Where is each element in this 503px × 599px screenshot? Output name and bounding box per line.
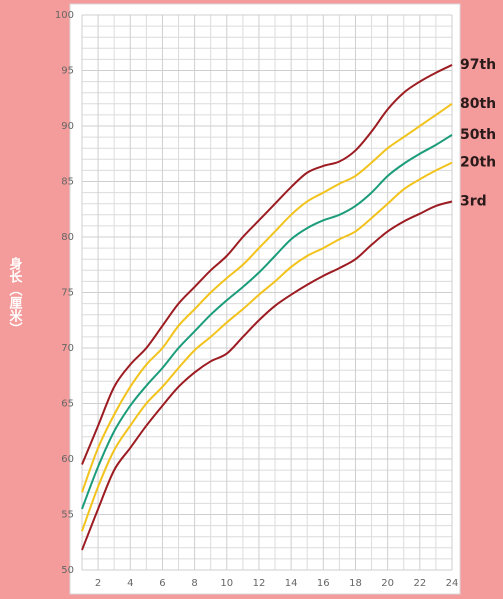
x-tick-label: 12 [253,578,266,589]
y-axis-label: 身长（厘米） [7,256,24,335]
series-line [81,64,453,465]
legend-label: 50th [460,127,496,143]
y-tick-label: 100 [55,10,74,21]
y-tick-label: 55 [61,510,74,521]
series-line [81,161,453,532]
x-tick-label: 14 [285,578,298,589]
y-tick-label: 90 [61,121,74,132]
x-tick-label: 16 [317,578,330,589]
y-tick-label: 65 [61,399,74,410]
x-tick-label: 4 [127,578,133,589]
y-tick-label: 60 [61,454,74,465]
series-line [81,102,453,493]
x-tick-label: 20 [381,578,394,589]
x-tick-label: 24 [446,578,459,589]
legend-label: 3rd [460,193,487,209]
x-tick-label: 2 [95,578,101,589]
x-tick-label: 10 [220,578,233,589]
x-tick-label: 22 [413,578,426,589]
legend-label: 80th [460,96,496,112]
x-tick-label: 8 [191,578,197,589]
y-tick-label: 70 [61,343,74,354]
x-tick-label: 6 [159,578,165,589]
y-tick-label: 80 [61,232,74,243]
legend-label: 20th [460,155,496,171]
y-tick-label: 50 [61,565,74,576]
y-tick-label: 95 [61,66,74,77]
series-line [81,200,453,551]
y-tick-label: 75 [61,288,74,299]
series-line [81,134,453,510]
y-tick-label: 85 [61,177,74,188]
x-tick-label: 18 [349,578,362,589]
legend-label: 97th [460,57,496,73]
